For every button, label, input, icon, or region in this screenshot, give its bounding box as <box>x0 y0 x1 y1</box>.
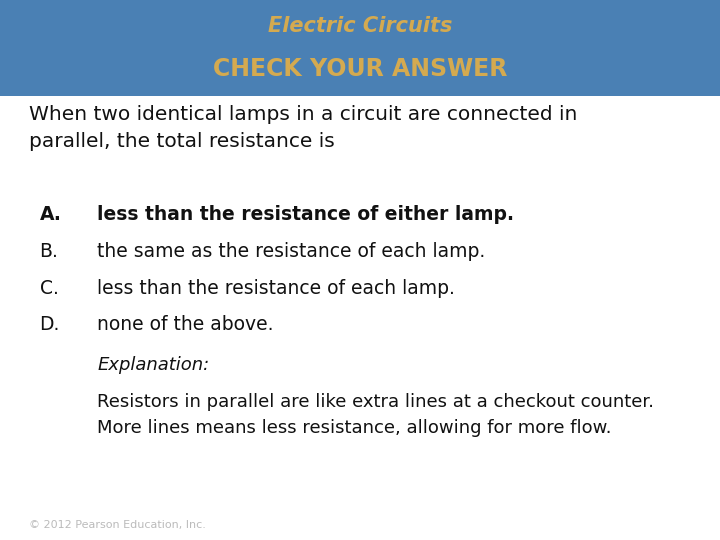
Text: A.: A. <box>40 205 61 224</box>
Text: When two identical lamps in a circuit are connected in: When two identical lamps in a circuit ar… <box>29 105 577 124</box>
Text: Electric Circuits: Electric Circuits <box>268 16 452 36</box>
Text: C.: C. <box>40 279 58 298</box>
Text: D.: D. <box>40 315 60 334</box>
Text: Resistors in parallel are like extra lines at a checkout counter.
More lines mea: Resistors in parallel are like extra lin… <box>97 393 654 437</box>
Bar <box>0 0 720 96</box>
Text: parallel, the total resistance is: parallel, the total resistance is <box>29 132 335 151</box>
Text: less than the resistance of each lamp.: less than the resistance of each lamp. <box>97 279 455 298</box>
Text: Explanation:: Explanation: <box>97 356 210 374</box>
Text: © 2012 Pearson Education, Inc.: © 2012 Pearson Education, Inc. <box>29 520 206 530</box>
Text: the same as the resistance of each lamp.: the same as the resistance of each lamp. <box>97 242 485 261</box>
Text: B.: B. <box>40 242 58 261</box>
Text: CHECK YOUR ANSWER: CHECK YOUR ANSWER <box>213 57 507 81</box>
Text: none of the above.: none of the above. <box>97 315 274 334</box>
Text: less than the resistance of either lamp.: less than the resistance of either lamp. <box>97 205 514 224</box>
